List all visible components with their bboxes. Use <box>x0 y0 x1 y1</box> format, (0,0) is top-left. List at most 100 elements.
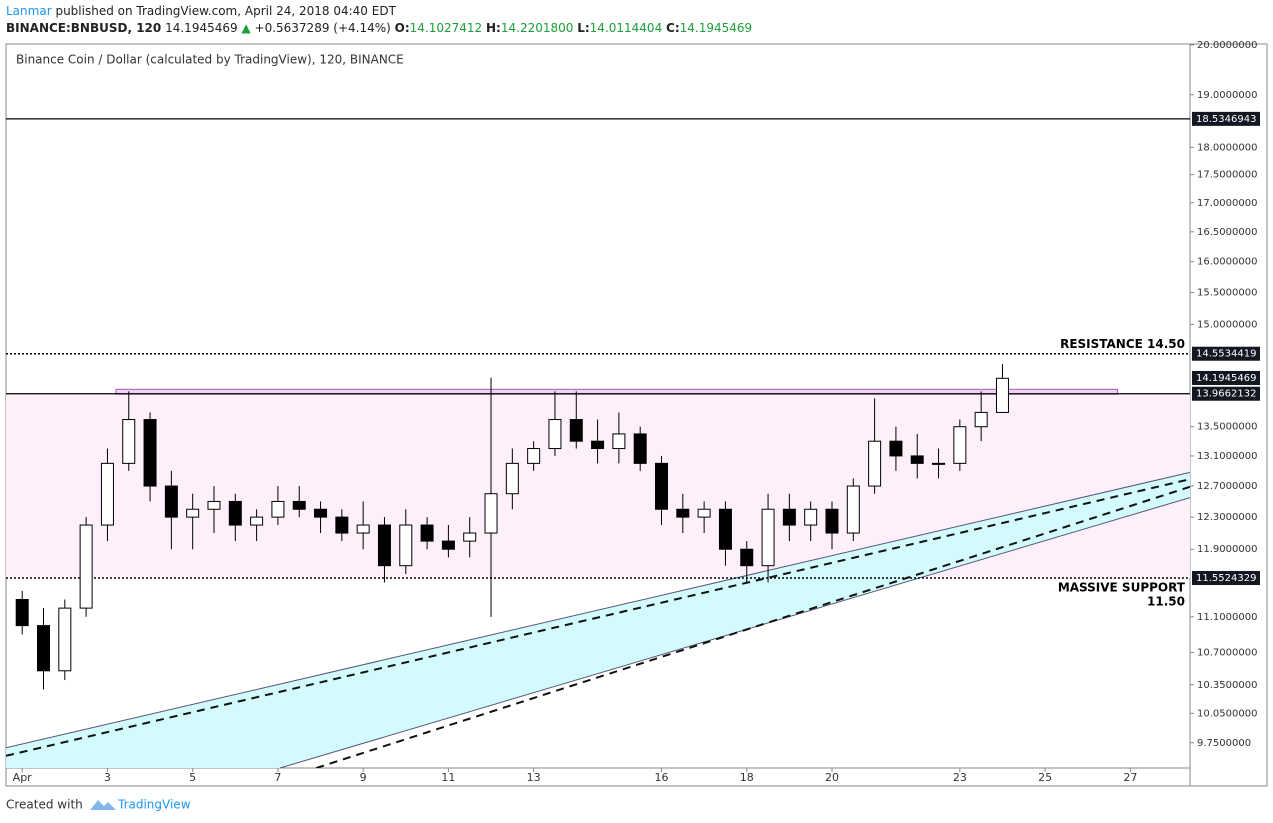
y-tick-label: 18.0000000 <box>1197 142 1257 153</box>
candle-body <box>740 548 754 567</box>
price-tag-label: 11.5524329 <box>1196 573 1256 584</box>
candle-body <box>314 508 328 518</box>
price-tag <box>1192 346 1260 361</box>
candle-body <box>825 508 839 534</box>
logo <box>90 800 116 810</box>
price-tag-label: 13.9662132 <box>1196 389 1256 400</box>
candle-body <box>655 462 669 510</box>
candle-body <box>441 540 455 550</box>
h-label: H: <box>486 21 501 35</box>
y-tick-label: 11.9000000 <box>1197 544 1257 555</box>
y-tick-label: 12.7000000 <box>1197 481 1257 492</box>
y-tick-label: 20.0000000 <box>1197 40 1257 51</box>
candle-body <box>974 411 988 428</box>
candle-body <box>15 598 29 627</box>
candle-body <box>761 508 775 567</box>
candle-body <box>100 462 114 526</box>
price-tag <box>1192 111 1260 126</box>
candle-body <box>420 524 434 542</box>
candle-body <box>164 485 178 518</box>
author[interactable]: Lanmar <box>6 4 52 18</box>
l-label: L: <box>577 21 590 35</box>
price-tag-label: 18.5346943 <box>1196 114 1256 125</box>
x-tick-label: 3 <box>104 771 111 784</box>
c-label: C: <box>666 21 680 35</box>
h: 14.2201800 <box>500 21 574 35</box>
l: 14.0114404 <box>589 21 663 35</box>
header-line: Lanmar published on TradingView.com, Apr… <box>6 4 396 18</box>
candle-body <box>527 448 541 464</box>
x-tick-label: 13 <box>527 771 541 784</box>
candle-body <box>932 462 946 465</box>
price-tag-label: 14.1945469 <box>1196 373 1256 384</box>
chart-title: Binance Coin / Dollar (calculated by Tra… <box>16 53 404 67</box>
c: 14.1945469 <box>679 21 753 35</box>
candle-body <box>868 440 882 487</box>
candle-body <box>612 433 626 450</box>
price-tag <box>1192 571 1260 586</box>
candle-body <box>995 377 1009 413</box>
y-tick-label: 17.5000000 <box>1197 170 1257 181</box>
price-tag <box>1192 370 1260 385</box>
y-tick-label: 15.5000000 <box>1197 288 1257 299</box>
candle-body <box>250 516 264 526</box>
candle-body <box>505 462 519 495</box>
brand[interactable]: TradingView <box>117 798 191 812</box>
header-line: BINANCE:BNBUSD, 120 14.1945469 ▲ +0.5637… <box>6 21 752 35</box>
candle-body <box>953 426 967 464</box>
candle-body <box>79 524 93 609</box>
y-tick-label: 17.0000000 <box>1197 198 1257 209</box>
candle-body <box>633 433 647 464</box>
x-tick-label: 27 <box>1123 771 1137 784</box>
candle-body <box>58 607 72 672</box>
candle-body <box>718 508 732 550</box>
y-tick-label: 10.0500000 <box>1197 708 1257 719</box>
level-label: MASSIVE SUPPORT <box>1058 581 1186 595</box>
candle-body <box>697 508 711 518</box>
y-tick-label: 16.0000000 <box>1197 257 1257 268</box>
candle-body <box>271 500 285 518</box>
published: published on TradingView.com, April 24, … <box>55 4 396 18</box>
candle-body <box>804 508 818 526</box>
channel-line <box>6 471 1190 749</box>
candle-body <box>910 455 924 464</box>
x-tick-label: 16 <box>655 771 669 784</box>
candle-body <box>37 625 51 672</box>
x-tick-label: 18 <box>740 771 754 784</box>
price-tag <box>1192 386 1260 401</box>
x-tick-label: 7 <box>274 771 281 784</box>
x-tick-label: 9 <box>360 771 367 784</box>
candle-body <box>143 419 157 487</box>
created: Created with <box>6 798 83 812</box>
candle-body <box>569 419 583 442</box>
y-tick-label: 16.5000000 <box>1197 227 1257 238</box>
candle-body <box>335 516 349 534</box>
candle-body <box>676 508 690 518</box>
candle-body <box>484 493 498 534</box>
x-tick-label: 20 <box>825 771 839 784</box>
y-tick-label: 11.1000000 <box>1197 612 1257 623</box>
y-tick-label: 12.3000000 <box>1197 512 1257 523</box>
candle-body <box>122 419 136 464</box>
change: +0.5637289 (+4.14%) <box>254 21 391 35</box>
x-tick-label: 5 <box>189 771 196 784</box>
o: 14.1027412 <box>409 21 483 35</box>
price: 14.1945469 <box>165 21 238 35</box>
candle-body <box>399 524 413 567</box>
candle-body <box>846 485 860 534</box>
candle-body <box>292 500 306 510</box>
y-tick-label: 9.7500000 <box>1197 738 1251 749</box>
y-tick-label: 13.5000000 <box>1197 422 1257 433</box>
candle-body <box>591 440 605 450</box>
x-tick-label: 23 <box>953 771 967 784</box>
x-tick-label: 25 <box>1038 771 1052 784</box>
candle-body <box>782 508 796 526</box>
price-tag-label: 14.5534419 <box>1196 349 1256 360</box>
level-label: 11.50 <box>1147 595 1185 609</box>
candle-body <box>377 524 391 567</box>
channel-dashed <box>6 478 1190 757</box>
candle-body <box>186 508 200 518</box>
candle-body <box>207 500 221 510</box>
